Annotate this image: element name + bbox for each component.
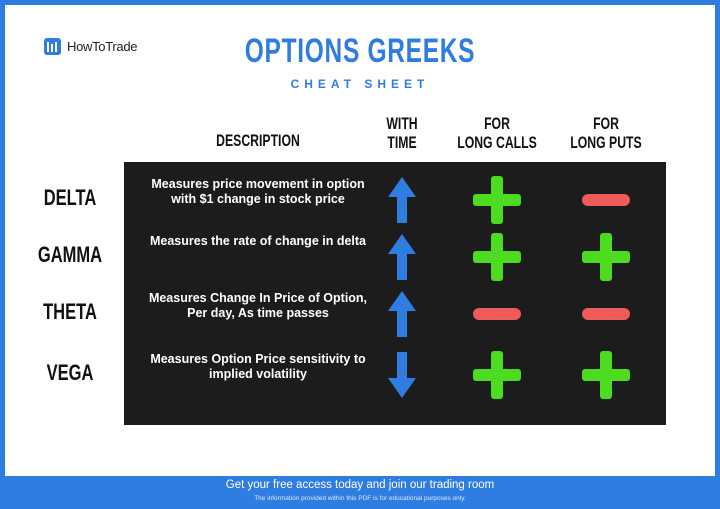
greek-label-gamma: GAMMA (37, 242, 103, 267)
plus-icon (467, 350, 527, 400)
plus-icon (576, 232, 636, 282)
up-arrow-icon (372, 289, 432, 339)
brand-name: HowToTrade (67, 39, 138, 54)
greek-label-delta: DELTA (43, 185, 97, 210)
greek-description: Measures the rate of change in delta (149, 234, 367, 248)
header-puts: FOR LONG PUTS (570, 114, 642, 152)
header-calls: FOR LONG CALLS (457, 114, 537, 152)
footer-cta[interactable]: Get your free access today and join our … (225, 479, 495, 491)
header-description: DESCRIPTION (216, 131, 300, 150)
logo-icon (44, 38, 61, 55)
footer-disclaimer: The information provided within this PDF… (254, 495, 466, 502)
brand-logo: HowToTrade (44, 38, 138, 55)
plus-icon (467, 175, 527, 225)
header-time: WITH TIME (386, 114, 418, 152)
greek-label-theta: THETA (43, 299, 97, 324)
greek-description: Measures Change In Price of Option, Per … (148, 291, 368, 320)
plus-icon (576, 350, 636, 400)
up-arrow-icon (372, 232, 432, 282)
minus-icon (576, 289, 636, 339)
greek-label-vega: VEGA (46, 360, 94, 385)
down-arrow-icon (372, 350, 432, 400)
plus-icon (467, 232, 527, 282)
minus-icon (467, 289, 527, 339)
greek-description: Measures price movement in option with $… (151, 177, 365, 206)
page-subtitle: CHEAT SHEET (290, 77, 430, 91)
minus-icon (576, 175, 636, 225)
greek-description: Measures Option Price sensitivity to imp… (150, 352, 366, 381)
up-arrow-icon (372, 175, 432, 225)
page-title: OPTIONS GREEKS (244, 32, 476, 70)
